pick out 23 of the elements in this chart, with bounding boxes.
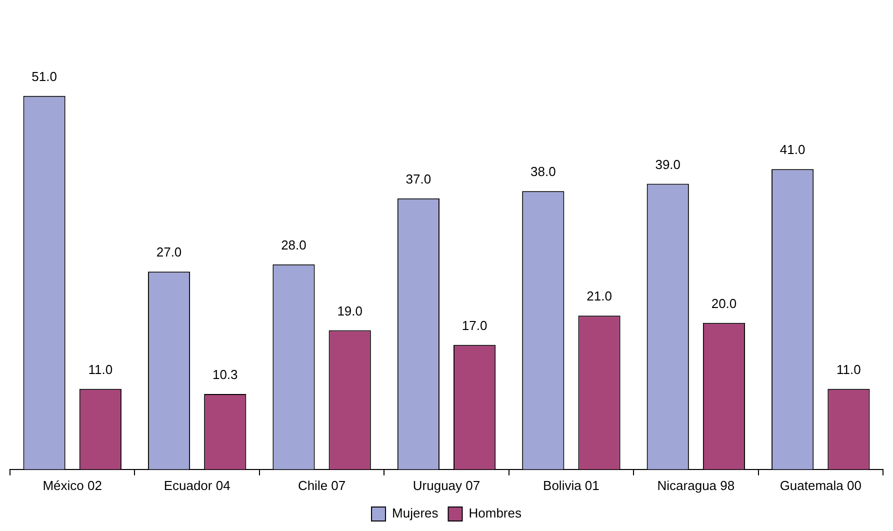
- data-label: 11.0: [88, 362, 113, 377]
- legend-label: Mujeres: [392, 506, 439, 521]
- data-label: 19.0: [337, 303, 363, 318]
- data-label: 51.0: [32, 68, 57, 84]
- x-tick-label: México 02: [42, 478, 102, 493]
- x-tick-label: Nicaragua 98: [657, 478, 735, 493]
- data-label: 38.0: [530, 164, 556, 180]
- x-tick-label: Uruguay 07: [412, 478, 480, 493]
- legend-label: Hombres: [468, 506, 522, 521]
- x-tick-label: Bolivia 01: [543, 478, 600, 493]
- x-tick-label: Guatemala 00: [780, 478, 862, 493]
- data-label: 21.0: [586, 288, 612, 304]
- data-label: 10.3: [212, 367, 238, 382]
- data-label: 37.0: [406, 172, 432, 187]
- data-label: 41.0: [780, 142, 806, 158]
- data-label: 39.0: [655, 156, 681, 172]
- data-label: 27.0: [156, 244, 182, 260]
- x-tick-label: Chile 07: [298, 478, 346, 493]
- data-label: 20.0: [711, 296, 737, 312]
- data-label: 28.0: [281, 237, 306, 252]
- data-label: 11.0: [836, 362, 861, 377]
- x-tick-label: Ecuador 04: [164, 478, 230, 493]
- data-label: 17.0: [462, 318, 488, 333]
